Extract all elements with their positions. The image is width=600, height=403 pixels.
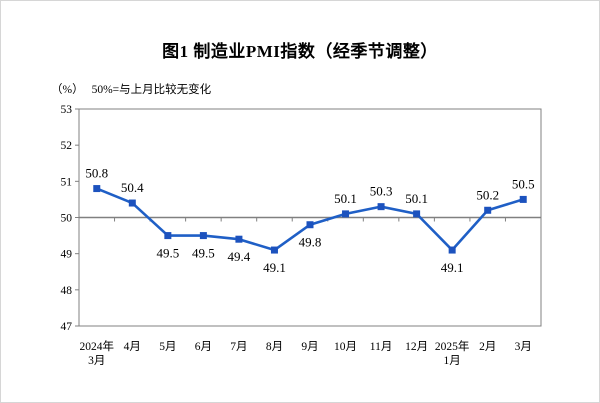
x-tick-label: 10月: [334, 341, 357, 353]
data-point-label: 50.1: [405, 191, 428, 206]
data-point-marker: [199, 232, 207, 240]
y-tick-label: 51: [61, 176, 73, 188]
x-tick-label: 3月: [515, 341, 532, 353]
reference-note-label: 50%=与上月比较无变化: [91, 84, 212, 96]
x-tick-label: 2025年 1月: [435, 339, 470, 367]
axis-note: （%） 50%=与上月比较无变化: [51, 81, 211, 97]
y-tick-label: 48: [61, 285, 73, 297]
data-point-marker: [128, 199, 136, 207]
data-point-marker: [270, 246, 278, 254]
data-point-marker: [306, 221, 314, 229]
x-tick-label: 2024年 3月: [80, 339, 115, 367]
data-point-marker: [93, 185, 101, 193]
data-point-label: 49.1: [263, 260, 286, 275]
x-tick-label: 9月: [301, 341, 318, 353]
data-point-label: 49.8: [299, 235, 322, 250]
data-point-label: 50.4: [121, 180, 144, 195]
data-point-marker: [235, 235, 243, 243]
data-point-label: 50.8: [85, 166, 108, 181]
y-axis-unit-label: （%）: [51, 84, 84, 96]
data-point-label: 50.1: [334, 191, 357, 206]
data-point-marker: [448, 246, 456, 254]
data-point-label: 49.5: [192, 246, 215, 261]
data-point-label: 50.3: [370, 184, 393, 199]
x-tick-label: 6月: [195, 341, 212, 353]
data-point-marker: [484, 206, 492, 214]
data-point-marker: [342, 210, 350, 218]
data-point-label: 49.1: [441, 260, 464, 275]
x-tick-label: 5月: [159, 341, 176, 353]
y-tick-label: 53: [61, 104, 73, 116]
x-tick-label: 4月: [124, 341, 141, 353]
y-tick-label: 50: [61, 213, 73, 225]
data-point-marker: [519, 195, 527, 203]
y-tick-label: 52: [61, 140, 73, 152]
data-point-marker: [377, 203, 385, 211]
x-tick-label: 7月: [230, 341, 247, 353]
chart-title: 图1 制造业PMI指数（经季节调整）: [162, 42, 438, 61]
x-tick-label: 2月: [479, 341, 496, 353]
y-tick-label: 49: [61, 249, 73, 261]
data-point-label: 49.5: [156, 246, 179, 261]
data-point-marker: [413, 210, 421, 218]
data-point-marker: [164, 232, 172, 240]
data-point-label: 50.5: [512, 176, 535, 191]
data-point-label: 50.2: [476, 187, 499, 202]
x-tick-label: 12月: [405, 341, 428, 353]
x-tick-label: 8月: [266, 341, 283, 353]
x-tick-label: 11月: [370, 341, 393, 353]
y-tick-label: 47: [61, 321, 73, 333]
data-point-label: 49.4: [228, 249, 251, 264]
